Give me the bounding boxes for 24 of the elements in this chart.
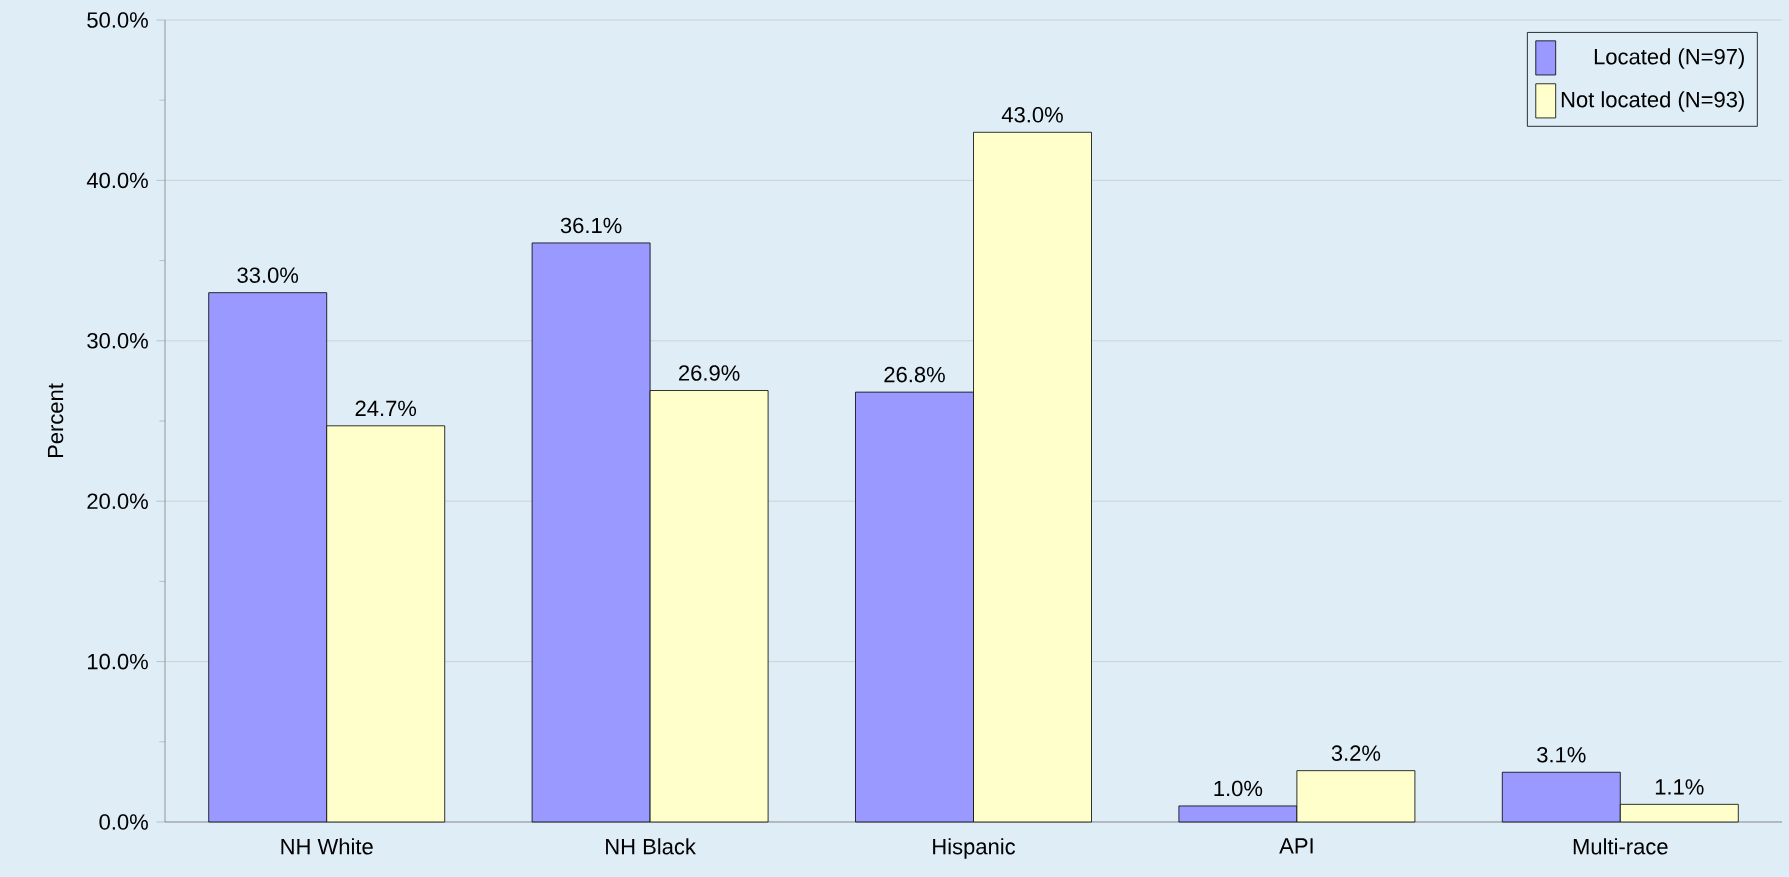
x-tick-label: Multi-race — [1573, 838, 1668, 855]
data-label: 26.9% — [679, 365, 740, 381]
y-tick-label: 40.0% — [86, 172, 148, 189]
x-tick-label: NH White — [281, 838, 373, 855]
x-tick-label: NH Black — [606, 838, 696, 855]
data-label: 1.1% — [1655, 779, 1704, 795]
x-tick-label: Hispanic — [933, 838, 1016, 859]
data-label: 3.1% — [1537, 746, 1586, 763]
data-label: 33.0% — [237, 267, 299, 283]
legend-label: Not located (N=93) — [1561, 91, 1744, 112]
y-tick-label: 20.0% — [87, 493, 148, 509]
data-label: 43.0% — [1001, 106, 1063, 123]
y-tick-label: 50.0% — [87, 12, 148, 28]
data-label: 1.0% — [1214, 780, 1263, 797]
data-label: 24.7% — [355, 400, 417, 417]
y-tick-label: 10.0% — [88, 653, 148, 670]
y-axis-title: Percent — [47, 383, 64, 458]
y-tick-label: 30.0% — [87, 333, 148, 349]
data-label: 3.2% — [1331, 745, 1381, 761]
y-tick-label: 0.0% — [99, 814, 148, 830]
x-tick-label: API — [1279, 838, 1313, 854]
legend-label: Located (N=97) — [1594, 48, 1744, 69]
data-label: 36.1% — [560, 217, 622, 234]
data-label: 26.8% — [884, 366, 945, 383]
